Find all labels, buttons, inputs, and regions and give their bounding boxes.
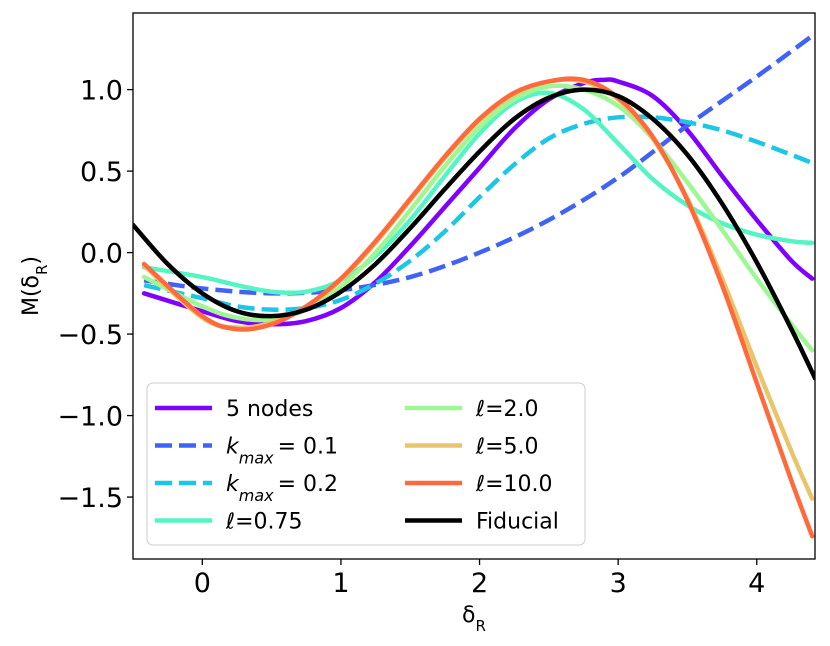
legend-label: ℓ=2.0	[475, 397, 539, 422]
legend-label: ℓ=10.0	[475, 472, 553, 497]
y-tick-label: 0.0	[80, 239, 123, 270]
series-line	[141, 83, 815, 353]
x-tick-label: 3	[610, 568, 627, 599]
plot-frame	[132, 12, 816, 560]
x-axis-ticks: 0 1 2 3 4	[194, 559, 765, 599]
legend-label-main: ℓ=0.75	[225, 510, 303, 535]
y-axis-ticks: −1.5 −1.0 −0.5 0.0 0.5 1.0	[57, 76, 133, 514]
x-axis-label-subscript: R	[476, 617, 486, 635]
legend-label: ℓ=5.0	[475, 435, 539, 460]
y-tick-label: 1.0	[80, 76, 123, 107]
legend-label-subscript: max	[239, 486, 274, 505]
legend-label-value: = 0.2	[278, 472, 338, 497]
legend-label-value: = 0.1	[278, 435, 338, 460]
legend-box	[146, 382, 586, 546]
legend-label: kmax = 0.1	[226, 435, 338, 468]
series-line	[141, 77, 815, 327]
y-tick-label: −1.5	[57, 483, 123, 514]
series-layer	[133, 34, 815, 539]
legend-label-main: ℓ=10.0	[475, 472, 553, 497]
legend-label-main: Fiducial	[476, 510, 559, 535]
legend-label-main: k	[226, 435, 240, 460]
series-line	[133, 87, 815, 381]
y-tick-label: −1.0	[57, 402, 123, 433]
legend-label-main: k	[226, 472, 240, 497]
legend-label: 5 nodes	[226, 397, 313, 422]
x-tick-label: 4	[748, 568, 765, 599]
x-tick-label: 0	[194, 568, 211, 599]
y-tick-label: −0.5	[57, 320, 123, 351]
series-line	[143, 114, 814, 312]
y-tick-label: 0.5	[80, 157, 123, 188]
legend-label-main: ℓ=2.0	[475, 397, 539, 422]
legend-label: kmax = 0.2	[226, 472, 338, 505]
legend-label-main: ℓ=5.0	[475, 435, 539, 460]
legend-label: ℓ=0.75	[225, 510, 303, 535]
y-axis-label-subscript: R	[33, 265, 51, 275]
series-line	[141, 76, 815, 539]
legend-label-subscript: max	[239, 448, 274, 467]
series-line	[143, 34, 814, 296]
legend-label-main: 5 nodes	[226, 397, 313, 422]
x-tick-label: 2	[471, 568, 488, 599]
legend-label: Fiducial	[476, 510, 559, 535]
x-tick-label: 1	[332, 568, 349, 599]
